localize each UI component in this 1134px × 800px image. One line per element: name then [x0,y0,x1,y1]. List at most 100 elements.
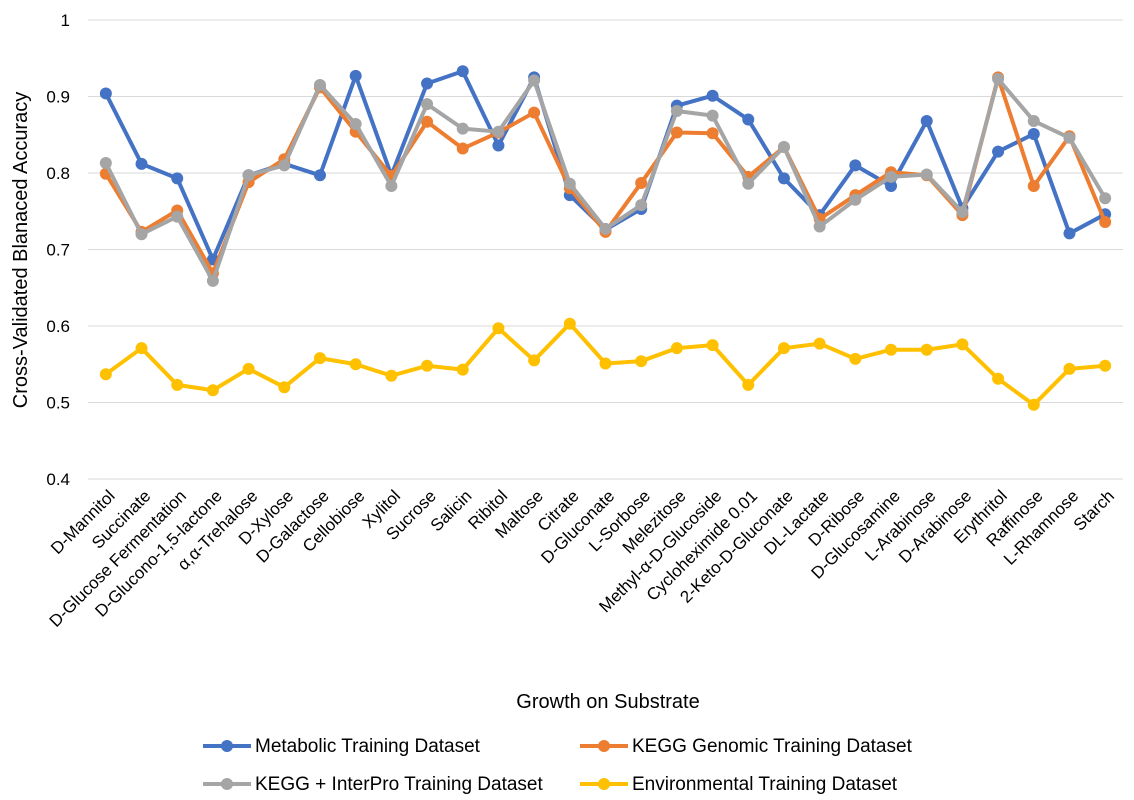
data-point [670,342,683,355]
data-point [171,172,184,185]
y-tick-label: 0.6 [46,317,70,336]
y-tick-label: 0.7 [46,241,70,260]
data-point [670,126,683,139]
data-point [1063,131,1076,144]
y-tick-label: 0.9 [46,88,70,107]
data-point [885,170,898,183]
data-point [421,98,434,111]
data-point [885,343,898,356]
x-tick-label: D-Glucose Fermentation [46,486,190,630]
data-point [456,122,469,135]
data-point [456,142,469,155]
data-point [99,87,112,100]
data-point [670,105,683,118]
y-axis-title: Cross-Validated Blanaced Accuracy [10,92,32,408]
data-point [1099,192,1112,205]
legend-item: Metabolic Training Dataset [203,736,481,757]
legend-item: Environmental Training Dataset [580,774,898,795]
legend-item: KEGG + InterPro Training Dataset [203,774,543,795]
data-point [813,220,826,233]
data-point [206,384,219,397]
data-point [313,79,326,92]
data-point [313,169,326,182]
series-3 [99,72,1112,287]
data-point [492,322,505,335]
data-point [706,109,719,122]
data-point [956,206,969,219]
data-point [385,180,398,193]
series-4 [99,317,1112,411]
data-point [706,127,719,140]
data-point [421,77,434,90]
y-tick-label: 0.5 [46,394,70,413]
data-point [849,159,862,172]
data-point [206,274,219,287]
data-point [1027,127,1040,140]
y-tick-label: 0.4 [46,470,70,489]
data-point [849,352,862,365]
data-point [885,180,898,193]
gridlines [88,19,1123,480]
data-point [742,177,755,190]
data-point [385,369,398,382]
data-point [635,176,648,189]
data-point [456,363,469,376]
data-point [563,317,576,330]
data-point [599,357,612,370]
data-point [920,343,933,356]
legend-swatch-marker [221,778,233,790]
data-point [742,378,755,391]
data-point [849,193,862,206]
legend-item: KEGG Genomic Training Dataset [580,736,913,757]
data-point [242,362,255,375]
data-point [278,159,291,172]
data-point [1099,215,1112,228]
legend-swatch-marker [598,740,610,752]
data-point [313,352,326,365]
data-point [706,339,719,352]
legend-label: Metabolic Training Dataset [255,736,481,757]
series-lines [99,65,1112,411]
data-point [171,210,184,223]
data-point [706,89,719,102]
data-point [99,157,112,170]
data-point [1027,398,1040,411]
data-point [992,372,1005,385]
data-point [421,115,434,128]
data-point [135,228,148,241]
data-point [528,74,541,87]
y-tick-label: 1 [61,11,70,30]
legend-swatch-marker [598,778,610,790]
data-point [242,169,255,182]
x-tick-label: Salicin [427,486,476,535]
data-point [492,125,505,138]
data-point [1063,227,1076,240]
data-point [777,342,790,355]
legend-swatch-marker [221,740,233,752]
data-point [171,378,184,391]
data-point [1099,359,1112,372]
x-axis-title: Growth on Substrate [516,691,699,713]
data-point [135,342,148,355]
legend: Metabolic Training Dataset KEGG Genomic T… [203,736,913,795]
y-axis-ticks: 0.4 0.5 0.6 0.7 0.8 0.9 1 [46,11,70,489]
legend-label: KEGG + InterPro Training Dataset [255,774,543,795]
data-point [1063,362,1076,375]
data-point [992,72,1005,85]
data-point [528,354,541,367]
data-point [599,222,612,235]
y-tick-label: 0.8 [46,164,70,183]
data-point [349,358,362,371]
data-point [349,118,362,131]
data-point [349,69,362,82]
data-point [99,368,112,381]
data-point [135,157,148,170]
data-point [1027,114,1040,127]
data-point [635,355,648,368]
data-point [920,114,933,127]
data-point [920,168,933,181]
data-point [956,338,969,351]
data-point [563,177,576,190]
